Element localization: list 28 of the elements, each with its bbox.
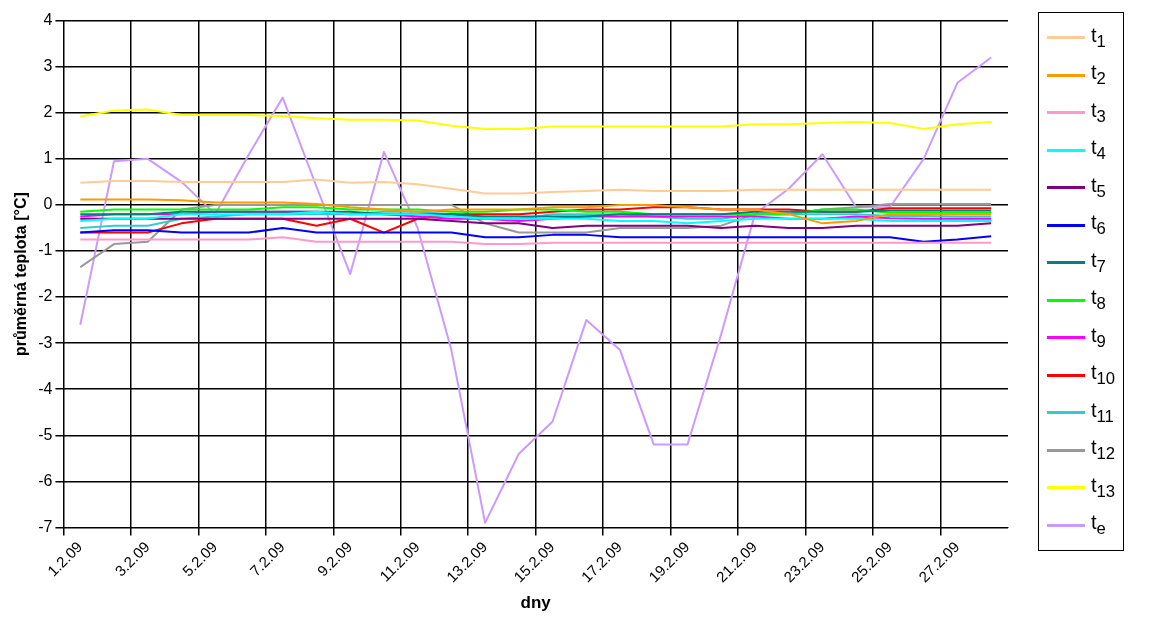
legend-label: t$_{12}$ xyxy=(1091,436,1116,465)
legend-label: t$_{1}$ xyxy=(1091,23,1106,52)
legend-label: t$_{e}$ xyxy=(1091,511,1106,540)
legend-label: t$_{4}$ xyxy=(1091,136,1106,165)
y-tick-label: 1 xyxy=(43,149,53,167)
legend-label: t$_{8}$ xyxy=(1091,286,1106,315)
legend-label: t$_{10}$ xyxy=(1091,361,1116,390)
y-tick-label: 4 xyxy=(43,11,53,29)
legend-label: t$_{5}$ xyxy=(1091,173,1106,202)
y-tick-label: -2 xyxy=(38,287,53,305)
legend-label: t$_{9}$ xyxy=(1091,323,1106,352)
y-tick-label: -4 xyxy=(38,379,53,397)
y-axis-title: průměrná teplota [°C] xyxy=(12,192,30,356)
legend-label: t$_{2}$ xyxy=(1091,61,1106,90)
y-tick-label: -1 xyxy=(38,241,53,259)
y-tick-label: -7 xyxy=(38,517,53,535)
y-tick-label: 3 xyxy=(43,57,53,75)
y-tick-label: -5 xyxy=(38,425,53,443)
legend-label: t$_{11}$ xyxy=(1091,398,1114,427)
y-tick-label: 0 xyxy=(43,195,53,213)
y-tick-label: -3 xyxy=(38,333,53,351)
legend-label: t$_{6}$ xyxy=(1091,211,1106,240)
x-axis-title: dny xyxy=(520,593,552,613)
y-tick-label: 2 xyxy=(43,103,53,121)
y-tick-label: -6 xyxy=(38,471,53,489)
legend-label: t$_{3}$ xyxy=(1091,98,1106,127)
legend-label: t$_{7}$ xyxy=(1091,248,1106,277)
legend-label: t$_{13}$ xyxy=(1091,473,1116,502)
